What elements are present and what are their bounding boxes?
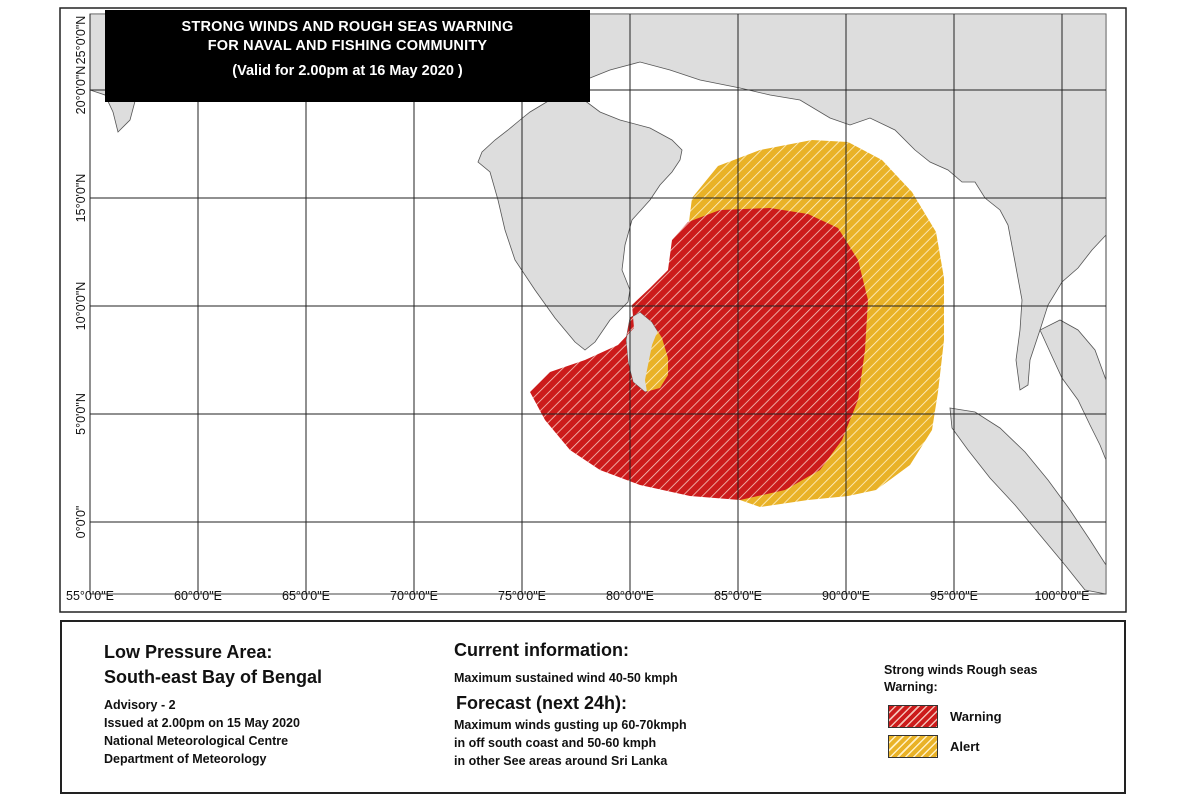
forecast-line1: Maximum winds gusting up 60-70kmph [454, 718, 687, 732]
latitude-label: 5°0'0"N [74, 393, 88, 435]
legend-title-line1: Strong winds Rough seas [884, 663, 1038, 677]
banner-validity: (Valid for 2.00pm at 16 May 2020 ) [232, 63, 463, 79]
graticule [89, 14, 1106, 594]
longitude-label: 75°0'0"E [498, 589, 546, 603]
longitude-label: 80°0'0"E [606, 589, 654, 603]
latitude-label: 25°0'0"N [74, 16, 88, 65]
longitude-label: 85°0'0"E [714, 589, 762, 603]
issuing-centre: National Meteorological Centre [104, 734, 289, 748]
latitude-label: 15°0'0"N [74, 174, 88, 223]
system-location: South-east Bay of Bengal [104, 667, 323, 687]
latitude-label: 10°0'0"N [74, 282, 88, 331]
issuing-department: Department of Meteorology [104, 752, 267, 766]
current-and-forecast: Current information: Maximum sustained w… [454, 638, 784, 770]
warning-title-banner: STRONG WINDS AND ROUGH SEAS WARNING FOR … [105, 10, 590, 102]
longitude-label: 65°0'0"E [282, 589, 330, 603]
advisory-details: Low Pressure Area: South-east Bay of Ben… [104, 640, 322, 768]
latitude-labels: 0°0'0" 5°0'0"N 10°0'0"N 15°0'0"N 20°0'0"N25°… [74, 16, 88, 539]
info-panel: Low Pressure Area: South-east Bay of Ben… [60, 620, 1126, 794]
current-info-text: Maximum sustained wind 40-50 kmph [454, 671, 678, 685]
longitude-label: 100°0'0"E [1035, 589, 1090, 603]
issued-time: Issued at 2.00pm on 15 May 2020 [104, 716, 300, 730]
longitude-label: 70°0'0"E [390, 589, 438, 603]
legend-item-warning: Warning [888, 705, 1002, 728]
landmass-malay-peninsula [1039, 319, 1107, 461]
forecast-heading: Forecast (next 24h): [456, 693, 628, 713]
forecast-line3: in other See areas around Sri Lanka [454, 754, 668, 768]
legend-title-line2: Warning: [884, 680, 938, 694]
banner-title-line1: STRONG WINDS AND ROUGH SEAS WARNING [181, 19, 514, 35]
warning-area [530, 208, 868, 500]
alert-swatch [888, 735, 938, 758]
landmass-sumatra [949, 407, 1107, 595]
forecast-line2: in off south coast and 50-60 kmph [454, 736, 657, 750]
legend-alert-label: Alert [950, 739, 980, 754]
warning-swatch [888, 705, 938, 728]
landmass-indian-subcontinent [477, 13, 1107, 391]
advisory-number: Advisory - 2 [104, 698, 176, 712]
legend-item-alert: Alert [888, 735, 980, 758]
longitude-label: 60°0'0"E [174, 589, 222, 603]
longitude-label: 55°0'0"E [66, 589, 114, 603]
current-info-heading: Current information: [454, 640, 629, 660]
banner-title-line2: FOR NAVAL AND FISHING COMMUNITY [207, 38, 488, 54]
longitude-labels: 55°0'0"E 60°0'0"E 65°0'0"E 70°0'0"E 75°0'0"E… [66, 589, 1089, 603]
longitude-label: 95°0'0"E [930, 589, 978, 603]
legend-warning-label: Warning [950, 709, 1002, 724]
map-legend: Strong winds Rough seas Warning: Warning… [884, 662, 1114, 758]
system-type: Low Pressure Area: [104, 642, 273, 662]
longitude-label: 90°0'0"E [822, 589, 870, 603]
latitude-label: 0°0'0" [74, 506, 88, 539]
latitude-label: 20°0'0"N [74, 66, 88, 115]
